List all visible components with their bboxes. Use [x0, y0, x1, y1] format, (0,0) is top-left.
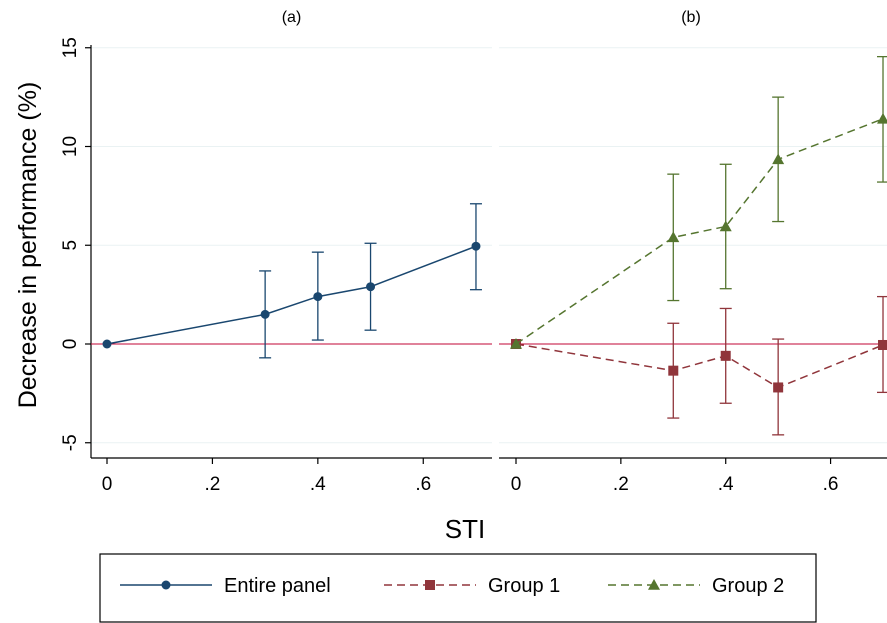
x-tick-label: .2 — [613, 474, 629, 495]
x-tick-label: .2 — [204, 474, 220, 495]
series-line — [515, 118, 884, 345]
x-tick-label: 0 — [511, 474, 522, 495]
data-point — [773, 382, 784, 393]
x-tick-label: .6 — [415, 474, 431, 495]
data-point — [366, 282, 376, 292]
y-tick-label: -5 — [60, 434, 81, 451]
x-axis-label: STI — [445, 514, 485, 544]
y-tick-label: 15 — [60, 37, 81, 58]
y-tick-label: 0 — [60, 339, 81, 350]
series-line — [515, 343, 884, 389]
y-tick-label: 10 — [60, 136, 81, 157]
x-tick-label: .4 — [718, 474, 734, 495]
data-point — [667, 231, 680, 243]
x-tick-label: .6 — [823, 474, 839, 495]
x-tick-label: 0 — [102, 474, 113, 495]
data-point — [877, 112, 887, 124]
data-point — [720, 350, 731, 361]
data-point — [313, 292, 323, 302]
panel-b: 0 .2 .4 .6 (b) — [499, 9, 887, 495]
data-point — [668, 365, 679, 376]
data-point — [471, 241, 481, 251]
data-point — [102, 339, 112, 349]
series-line — [106, 245, 477, 345]
legend-label: Group 2 — [712, 575, 784, 597]
data-point — [719, 220, 732, 232]
data-point — [772, 153, 785, 165]
legend-swatch-marker — [425, 580, 435, 590]
y-axis-label: Decrease in performance (%) — [14, 82, 42, 409]
legend-swatch-marker — [648, 579, 660, 590]
x-tick-label: .4 — [310, 474, 326, 495]
panel-a: -5 0 5 10 15 0 .2 .4 .6 (a) — [60, 9, 492, 495]
legend-label: Group 1 — [488, 575, 560, 597]
data-point — [510, 338, 522, 349]
legend-label: Entire panel — [224, 575, 331, 597]
legend-swatch-marker — [161, 580, 171, 590]
data-point — [260, 309, 270, 319]
panel-title: (a) — [282, 9, 302, 26]
y-tick-label: 5 — [60, 240, 81, 251]
legend-box — [99, 553, 817, 623]
panel-title: (b) — [681, 9, 701, 26]
legend: Entire panel Group 1 Group 2 — [99, 553, 817, 623]
data-point — [878, 339, 887, 350]
